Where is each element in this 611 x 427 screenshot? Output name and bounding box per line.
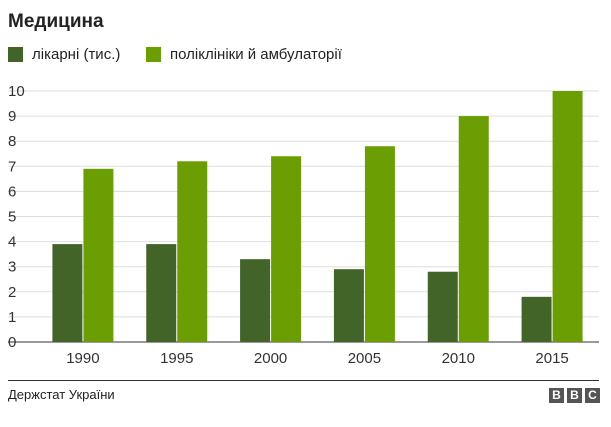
legend-label-clinics: поліклініки й амбулаторії — [170, 46, 342, 63]
y-tick-label: 2 — [8, 284, 16, 301]
bar-clinics — [458, 116, 489, 342]
y-tick-label: 1 — [8, 309, 16, 326]
bar-hospitals — [146, 244, 177, 342]
y-tick-label: 10 — [8, 83, 25, 100]
x-tick-label: 2015 — [535, 350, 568, 367]
footer-divider — [8, 380, 599, 381]
y-tick-label: 9 — [8, 108, 16, 125]
y-tick-label: 4 — [8, 234, 16, 251]
legend-swatch-clinics — [146, 47, 161, 62]
source-note: Держстат України — [8, 387, 115, 402]
bar-clinics — [364, 146, 395, 342]
y-tick-label: 3 — [8, 259, 16, 276]
legend-swatch-hospitals — [8, 47, 23, 62]
legend-item-hospitals: лікарні (тис.) — [8, 46, 120, 63]
chart-title: Медицина — [8, 11, 104, 32]
legend-label-hospitals: лікарні (тис.) — [32, 46, 121, 63]
bar-clinics — [83, 168, 114, 342]
bar-hospitals — [427, 271, 458, 342]
x-tick-label: 1990 — [66, 350, 99, 367]
bar-hospitals — [521, 296, 552, 342]
x-tick-label: 2000 — [254, 350, 287, 367]
bar-clinics — [552, 91, 583, 342]
legend-item-clinics: поліклініки й амбулаторії — [146, 46, 342, 63]
bar-hospitals — [52, 244, 83, 342]
y-tick-label: 6 — [8, 183, 16, 200]
bbc-logo-letter: B — [567, 388, 582, 403]
bar-hospitals — [333, 269, 364, 342]
x-tick-label: 2010 — [442, 350, 475, 367]
x-tick-label: 1995 — [160, 350, 193, 367]
bbc-logo-letter: B — [549, 388, 564, 403]
y-tick-label: 5 — [8, 209, 16, 226]
bar-hospitals — [240, 259, 271, 342]
bar-clinics — [271, 156, 302, 342]
y-tick-label: 7 — [8, 158, 16, 175]
bar-clinics — [177, 161, 208, 342]
x-tick-label: 2005 — [348, 350, 381, 367]
bbc-logo: B B C — [549, 388, 600, 403]
y-tick-label: 8 — [8, 133, 16, 150]
bbc-logo-letter: C — [585, 388, 600, 403]
